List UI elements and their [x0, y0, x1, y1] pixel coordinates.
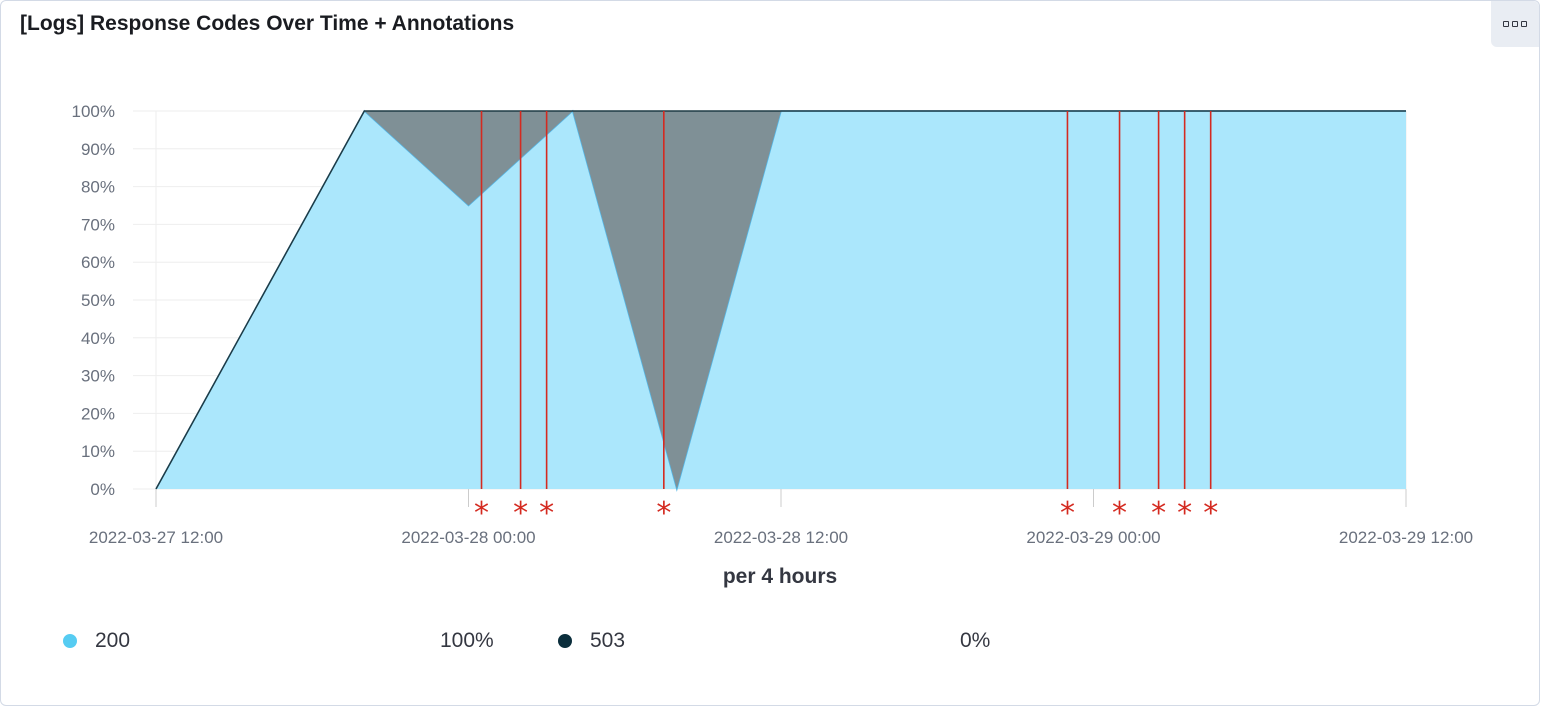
- y-tick-label: 50%: [81, 291, 115, 310]
- annotation-marker: *: [1112, 496, 1127, 531]
- annotation-marker: *: [513, 496, 528, 531]
- annotation-marker: *: [656, 496, 671, 531]
- y-tick-label: 80%: [81, 178, 115, 197]
- ellipsis-icon: [1512, 21, 1518, 27]
- ellipsis-icon: [1503, 21, 1509, 27]
- legend-swatch: [558, 634, 572, 648]
- annotation-marker: *: [1060, 496, 1075, 531]
- y-tick-label: 0%: [90, 480, 115, 499]
- x-tick-label: 2022-03-29 00:00: [1026, 528, 1160, 547]
- annotation-marker: *: [1177, 496, 1192, 531]
- series-200-area: [156, 111, 1406, 489]
- panel-title: [Logs] Response Codes Over Time + Annota…: [20, 12, 515, 35]
- panel-options-button[interactable]: [1491, 1, 1539, 47]
- annotation-marker: *: [1151, 496, 1166, 531]
- legend-label: 200: [95, 629, 131, 652]
- legend-swatch: [63, 634, 77, 648]
- legend-item-200[interactable]: 200: [63, 629, 130, 653]
- y-tick-label: 40%: [81, 329, 115, 348]
- x-tick-label: 2022-03-28 12:00: [714, 528, 848, 547]
- legend-value: 100%: [440, 629, 494, 652]
- annotation-marker: *: [1203, 496, 1218, 531]
- y-tick-label: 100%: [72, 102, 115, 121]
- legend-value: 0%: [960, 629, 991, 652]
- annotation-marker: *: [539, 496, 554, 531]
- annotation-marker: *: [474, 496, 489, 531]
- x-tick-label: 2022-03-28 00:00: [401, 528, 535, 547]
- y-tick-label: 30%: [81, 367, 115, 386]
- area-chart[interactable]: 0% 10% 20% 30% 40% 50% 60% 70% 80% 90% 100% 2022-03…: [1, 1, 1541, 601]
- x-tick-label: 2022-03-29 12:00: [1339, 528, 1473, 547]
- chart-legend: 200 100% 503 0%: [1, 629, 1541, 659]
- y-tick-label: 60%: [81, 253, 115, 272]
- chart-areas: [155, 109, 1406, 492]
- chart-axes: 0% 10% 20% 30% 40% 50% 60% 70% 80% 90% 100% 2022-03…: [72, 102, 1474, 547]
- series-503-line: [155, 110, 1406, 490]
- legend-item-503[interactable]: 503: [558, 629, 625, 653]
- y-tick-label: 70%: [81, 215, 115, 234]
- chart-annotations: * * * * * * * * *: [474, 111, 1218, 531]
- y-tick-label: 10%: [81, 442, 115, 461]
- series-503-area: [156, 111, 1406, 489]
- ellipsis-icon: [1521, 21, 1527, 27]
- legend-label: 503: [590, 629, 626, 652]
- y-tick-label: 20%: [81, 404, 115, 423]
- y-tick-label: 90%: [81, 140, 115, 159]
- x-axis-label: per 4 hours: [723, 565, 837, 588]
- x-tick-label: 2022-03-27 12:00: [89, 528, 223, 547]
